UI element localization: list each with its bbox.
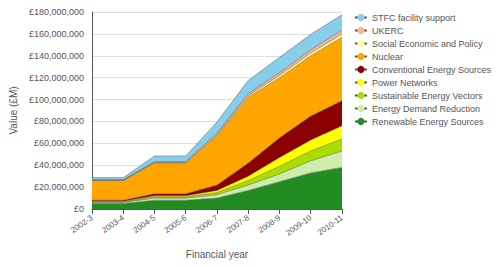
svg-text:Sustainable Energy Vectors: Sustainable Energy Vectors: [372, 91, 483, 101]
svg-text:Value (£M): Value (£M): [8, 86, 19, 134]
svg-text:2010-11: 2010-11: [316, 213, 345, 237]
svg-text:2003-4: 2003-4: [100, 213, 126, 235]
svg-text:2006-7: 2006-7: [194, 213, 220, 235]
svg-text:Energy Demand Reduction: Energy Demand Reduction: [372, 104, 480, 114]
svg-text:£60,000,000: £60,000,000: [34, 138, 84, 148]
svg-text:£120,000,000: £120,000,000: [29, 73, 84, 83]
svg-text:£180,000,000: £180,000,000: [29, 7, 84, 17]
svg-text:£160,000,000: £160,000,000: [29, 29, 84, 39]
svg-text:UKERC: UKERC: [372, 26, 404, 36]
svg-text:Social Economic and Policy: Social Economic and Policy: [372, 39, 483, 49]
svg-text:£0: £0: [74, 204, 84, 214]
svg-text:Nuclear: Nuclear: [372, 52, 403, 62]
svg-text:Financial year: Financial year: [186, 249, 249, 260]
svg-text:2009-10: 2009-10: [284, 213, 314, 238]
svg-text:Renewable Energy Sources: Renewable Energy Sources: [372, 117, 484, 127]
svg-text:£140,000,000: £140,000,000: [29, 51, 84, 61]
svg-text:£20,000,000: £20,000,000: [34, 182, 84, 192]
svg-text:£40,000,000: £40,000,000: [34, 160, 84, 170]
svg-text:2008-9: 2008-9: [256, 213, 282, 235]
svg-text:£100,000,000: £100,000,000: [29, 95, 84, 105]
svg-text:STFC facility support: STFC facility support: [372, 13, 456, 23]
svg-text:Power Networks: Power Networks: [372, 78, 438, 88]
svg-text:2004-5: 2004-5: [131, 213, 157, 235]
svg-text:£80,000,000: £80,000,000: [34, 116, 84, 126]
svg-text:2005-6: 2005-6: [163, 213, 189, 235]
svg-text:Conventional Energy Sources: Conventional Energy Sources: [372, 65, 492, 75]
svg-text:2007-8: 2007-8: [225, 213, 251, 235]
svg-text:2002-3: 2002-3: [69, 213, 95, 235]
